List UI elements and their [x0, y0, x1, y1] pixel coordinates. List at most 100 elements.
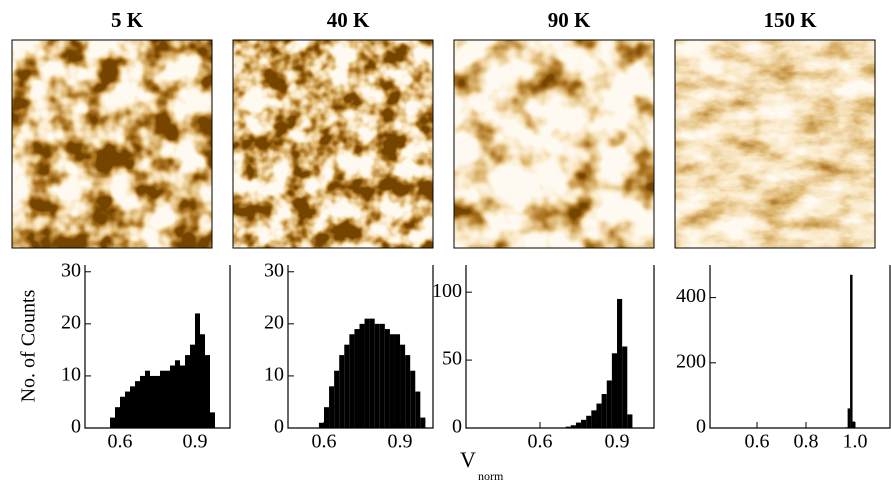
histogram-bar [606, 380, 612, 428]
histogram-bar [622, 346, 628, 428]
histogram-bar [850, 274, 853, 428]
y-tick-label: 20 [264, 311, 284, 333]
image-150k [675, 40, 875, 248]
histogram-bar [175, 360, 180, 428]
histogram-bar [140, 375, 145, 428]
histogram-bar [389, 334, 395, 428]
y-tick-label: 0 [274, 416, 284, 438]
histogram-bar [339, 355, 345, 428]
histogram-bar [329, 386, 335, 428]
y-tick-label: 0 [71, 416, 81, 438]
histogram-bar [344, 344, 350, 428]
histogram-bar [586, 415, 592, 428]
y-tick-label: 200 [676, 350, 706, 372]
histogram-bar [570, 425, 576, 428]
histogram-bar [125, 391, 130, 428]
histogram-bar [369, 318, 375, 428]
histogram-bar [155, 375, 160, 428]
y-axis-label: No. of Counts [18, 289, 40, 402]
histogram-bar [359, 323, 365, 428]
y-tick-label: 50 [442, 348, 462, 370]
x-axis-label: V [460, 447, 476, 472]
histogram-bar [617, 298, 623, 428]
histogram-bar [379, 323, 385, 428]
axis-frame [709, 265, 891, 429]
x-tick-label: 0.8 [794, 431, 819, 453]
histogram-bar [354, 329, 360, 428]
histogram-bar [415, 391, 421, 428]
histogram-bar [364, 318, 370, 428]
histogram-bar [110, 417, 115, 428]
x-tick-label: 0.9 [388, 431, 413, 453]
histogram-bar [384, 329, 390, 428]
histogram-bar [318, 422, 324, 428]
histogram-bar [205, 355, 210, 428]
image-90k [454, 40, 654, 248]
histogram-bar [581, 419, 587, 428]
histogram-bar [591, 410, 597, 428]
histogram-bar [575, 422, 582, 428]
histogram-bar [611, 353, 618, 428]
x-tick-label: 0.9 [183, 431, 208, 453]
y-tick-label: 100 [432, 280, 462, 302]
histogram-bar [400, 344, 406, 428]
panel-title: 90 K [548, 8, 591, 32]
histogram-bar [627, 414, 633, 428]
histogram-bar [410, 370, 416, 428]
x-tick-label: 0.6 [527, 431, 552, 453]
panel-title: 5 K [111, 8, 144, 32]
y-tick-label: 0 [452, 416, 462, 438]
axis-frame [84, 265, 231, 429]
y-tick-label: 30 [61, 259, 81, 281]
histogram-bar [394, 334, 401, 428]
y-tick-label: 10 [61, 364, 81, 386]
histogram-bar [596, 403, 602, 428]
histogram-bar [120, 396, 125, 428]
histogram-bar [349, 334, 355, 428]
y-tick-label: 20 [61, 311, 81, 333]
histogram-bar [160, 370, 165, 428]
histogram-bar [847, 408, 851, 428]
axis-frame [287, 265, 434, 429]
histogram-bar [195, 313, 200, 428]
histogram-bar [135, 381, 140, 428]
images [11, 39, 876, 249]
histogram-bar [165, 370, 170, 428]
histogram-bar [210, 412, 215, 428]
histogram-bar [334, 370, 340, 428]
histogram-bar [405, 355, 411, 428]
histogram-bar [170, 365, 175, 428]
x-tick-label: 0.6 [745, 431, 770, 453]
histogram-bar [190, 344, 195, 428]
histogram-bar [565, 426, 571, 428]
histogram-bar [180, 365, 185, 428]
image-5k [11, 39, 213, 249]
image-frame [674, 39, 876, 249]
x-axis-label-sub: norm [478, 469, 504, 483]
histogram-bar [323, 407, 330, 428]
x-tick-label: 0.6 [311, 431, 336, 453]
image-frame [232, 39, 434, 249]
histogram-bar [115, 407, 120, 428]
histogram-bar [185, 355, 190, 428]
histogram-bar [852, 421, 855, 428]
histogram-bar [601, 394, 607, 428]
histogram-bar [145, 370, 150, 428]
image-frame [11, 39, 213, 249]
histogram-bar [130, 386, 135, 428]
image-frame [453, 39, 655, 249]
y-tick-label: 0 [696, 416, 706, 438]
histogram-bar [150, 375, 155, 428]
panel-title: 40 K [327, 8, 370, 32]
histogram-bar [200, 334, 205, 428]
x-tick-label: 0.9 [605, 431, 630, 453]
axis-frame [465, 265, 655, 429]
x-tick-label: 0.6 [108, 431, 133, 453]
y-tick-label: 10 [264, 364, 284, 386]
panel-title: 150 K [763, 8, 817, 32]
histogram-bar [420, 417, 426, 428]
x-tick-label: 1.0 [842, 431, 867, 453]
image-40k [233, 40, 433, 248]
y-tick-label: 400 [676, 285, 706, 307]
